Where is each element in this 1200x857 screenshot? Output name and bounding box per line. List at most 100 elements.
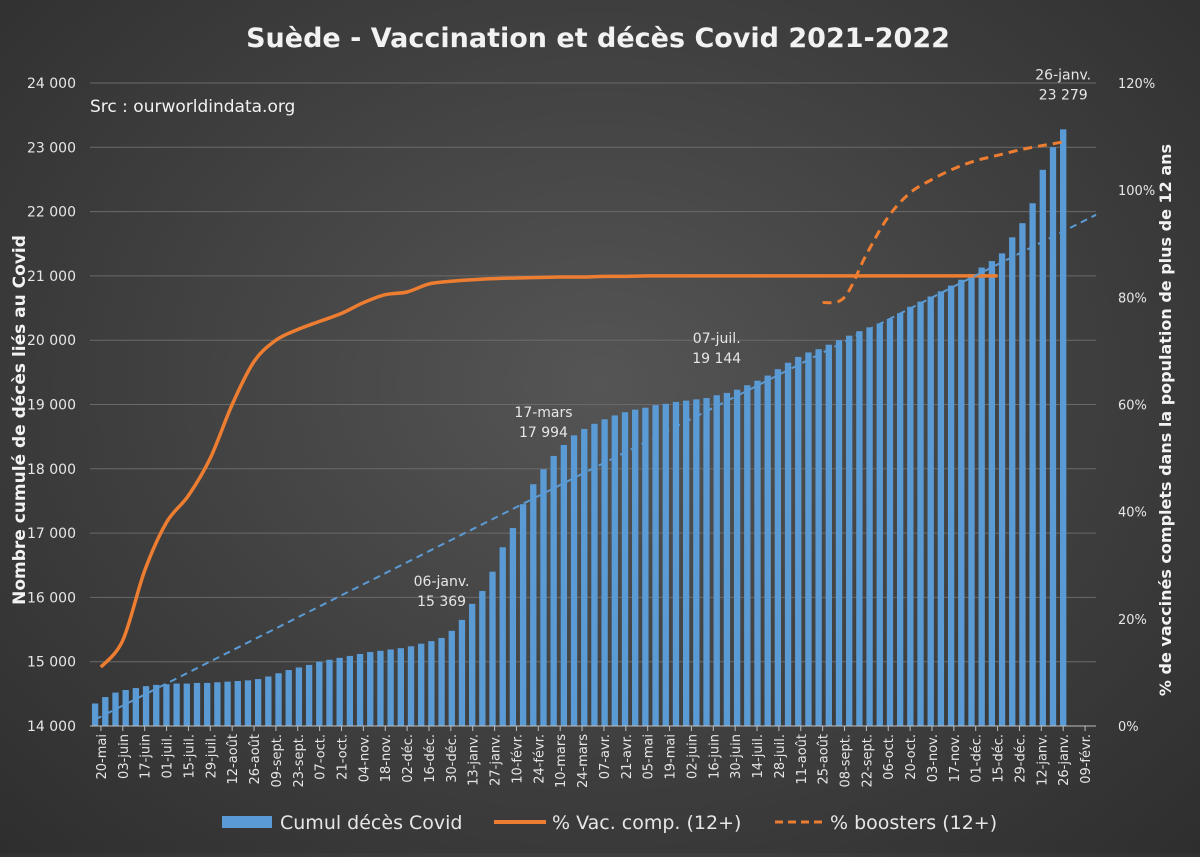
y2-tick-label: 80% <box>1118 291 1147 306</box>
bar <box>204 682 211 726</box>
bar <box>672 401 680 726</box>
x-tick-label: 25-août <box>817 734 832 785</box>
bar-series <box>91 129 1067 727</box>
bar <box>183 683 190 726</box>
bar <box>468 603 476 726</box>
bar <box>846 335 853 726</box>
bar <box>316 661 323 726</box>
x-tick-label: 29-déc. <box>1013 734 1028 783</box>
bar <box>968 273 975 726</box>
bar <box>254 679 262 726</box>
bar <box>611 415 618 726</box>
bar <box>988 261 996 726</box>
x-tick-label: 26-janv. <box>1057 734 1072 786</box>
annotation-value: 15 369 <box>417 594 466 610</box>
bar <box>448 630 455 726</box>
bar <box>825 344 832 726</box>
x-tick-label: 07-avr. <box>598 734 613 779</box>
x-tick-label: 03-nov. <box>926 734 941 782</box>
bar <box>754 380 761 726</box>
bar <box>774 369 782 726</box>
y2-tick-label: 60% <box>1118 399 1147 414</box>
bar <box>336 657 343 726</box>
bar <box>998 253 1006 726</box>
bar <box>886 318 894 726</box>
bar <box>530 484 537 726</box>
x-tick-label: 09-sept. <box>270 734 285 788</box>
y2-tick-label: 100% <box>1118 184 1155 199</box>
bar <box>1039 169 1046 726</box>
bar <box>397 648 404 726</box>
bar <box>795 356 802 726</box>
x-tick-label: 07-oct. <box>314 734 329 780</box>
y-tick-label: 18 000 <box>27 462 76 478</box>
annotations: 06-janv. 15 369 17-mars 17 994 07-juil. 19 14… <box>414 67 1091 610</box>
bar <box>305 664 313 726</box>
y-tick-label: 14 000 <box>27 719 76 735</box>
bar <box>744 385 751 726</box>
x-tick-label: 15-juil. <box>182 734 197 778</box>
bar <box>122 689 129 726</box>
x-tick-label: 27-janv. <box>489 734 504 786</box>
y-axis-label: Nombre cumulé de décès liés au Covid <box>10 235 30 605</box>
bar <box>978 267 985 726</box>
x-tick-label: 22-sept. <box>860 734 875 788</box>
bar <box>142 686 150 726</box>
bar <box>234 680 241 726</box>
x-tick-label: 24-mars <box>576 734 591 788</box>
bar <box>387 649 394 726</box>
chart-title: Suède - Vaccination et décès Covid 2021-… <box>246 23 950 54</box>
x-tick-label: 16-déc. <box>423 734 438 783</box>
bar <box>326 659 333 726</box>
bar <box>805 352 812 726</box>
x-tick-label: 29-juil. <box>204 734 219 778</box>
bar <box>703 398 710 726</box>
bar <box>275 673 282 726</box>
bar <box>733 389 741 726</box>
annotation-date: 06-janv. <box>414 574 470 590</box>
x-tick-label: 30-déc. <box>445 734 460 783</box>
x-tick-label: 10-févr. <box>510 734 525 784</box>
annotation-value: 17 994 <box>519 425 568 441</box>
x-tick-label: 14-juil. <box>751 734 766 778</box>
axes: 14 000 15 000 16 000 17 000 18 000 19 000 20 0… <box>27 76 1155 788</box>
bar <box>621 412 629 726</box>
annotation-value: 19 144 <box>692 351 741 367</box>
x-tick-label: 03-juin <box>117 734 132 779</box>
bar <box>835 340 843 726</box>
bar <box>499 547 506 726</box>
bar <box>896 313 904 726</box>
x-tick-label: 12-janv. <box>1035 734 1050 786</box>
x-tick-label: 17-juin <box>139 734 154 779</box>
x-tick-label: 15-déc. <box>992 734 1007 783</box>
annotation-date: 26-janv. <box>1035 67 1091 83</box>
bar <box>458 619 466 726</box>
legend-label-bars: Cumul décès Covid <box>280 812 462 834</box>
bar <box>1049 147 1057 727</box>
x-tick-label: 21-avr. <box>620 734 635 779</box>
bar <box>581 428 588 726</box>
y-tick-label: 23 000 <box>27 140 76 156</box>
y-tick-label: 22 000 <box>27 205 76 221</box>
bar <box>244 680 252 726</box>
x-tick-label: 19-mai <box>664 734 679 779</box>
bar <box>866 327 873 726</box>
bar <box>927 296 934 726</box>
bar <box>91 703 99 726</box>
bar <box>662 403 669 726</box>
y2-axis-label: % de vaccinés complets dans la populatio… <box>1156 144 1175 696</box>
line-series <box>94 140 1097 721</box>
x-tick-label: 30-juin <box>729 734 744 779</box>
bar <box>917 301 924 726</box>
bar <box>346 655 354 726</box>
bar <box>693 399 700 726</box>
bar <box>1019 223 1026 726</box>
x-tick-label: 23-sept. <box>292 734 307 788</box>
bar <box>153 684 160 726</box>
x-tick-label: 01-juil. <box>161 734 176 778</box>
bar <box>784 362 792 726</box>
bar <box>407 646 415 726</box>
x-tick-label: 17-nov. <box>948 734 963 782</box>
x-tick-label: 16-juin <box>707 734 722 779</box>
